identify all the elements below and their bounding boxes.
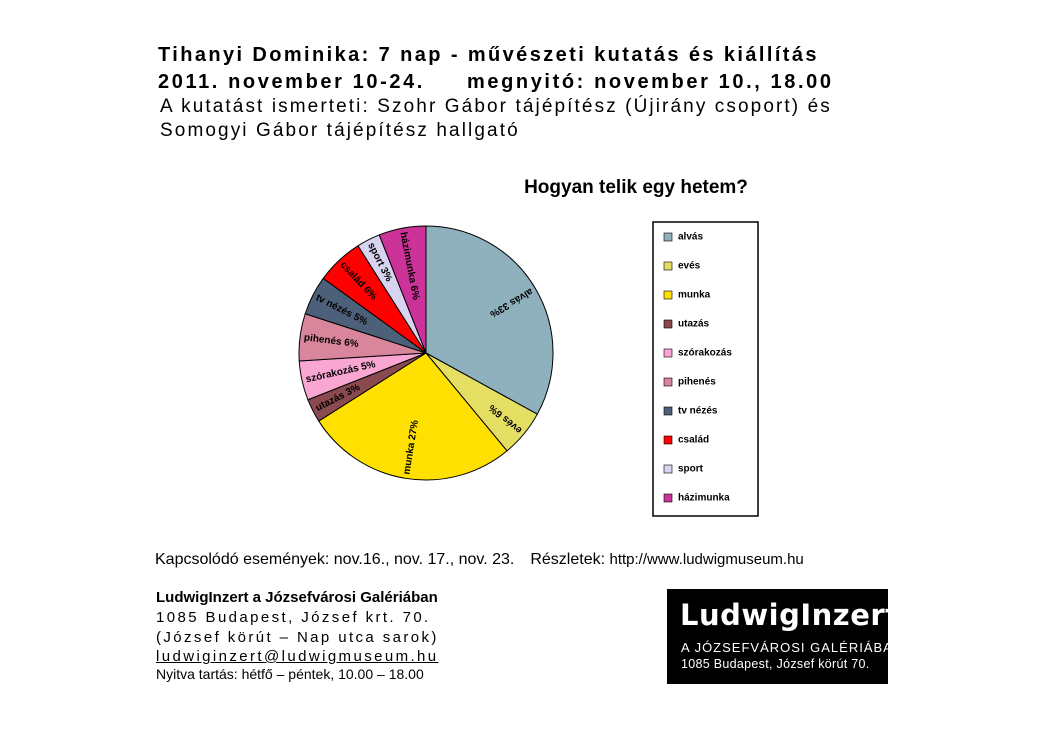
logo-title: LudwigInzert [680, 598, 900, 632]
legend-label-1: evés [678, 261, 701, 272]
venue-address: 1085 Budapest, József krt. 70. [156, 609, 431, 626]
pie-slice-2 [318, 352, 508, 481]
legend-label-7: család [678, 435, 709, 446]
legend-label-4: szórakozás [678, 348, 732, 359]
details-label: Részletek: [530, 551, 606, 568]
pie-slice-9 [378, 225, 427, 354]
pie-slices [298, 225, 554, 481]
presenter-line: A kutatást ismerteti: Szohr Gábor tájépí… [160, 96, 832, 117]
legend-swatch-8 [663, 464, 673, 474]
opening-hours: Nyitva tartás: hétfő – péntek, 10.00 – 1… [156, 666, 424, 682]
legend-swatch-6 [663, 406, 673, 416]
legend-label-9: házimunka [678, 493, 730, 504]
dates-line: 2011. november 10-24. megnyitó: november … [158, 71, 1046, 94]
legend-swatch-9 [663, 493, 673, 503]
logo-subtitle: A JÓZSEFVÁROSI GALÉRIÁBAN [681, 640, 904, 655]
legend-swatch-3 [663, 319, 673, 329]
chart-title: Hogyan telik egy hetem? [524, 177, 748, 198]
legend-label-6: tv nézés [678, 406, 718, 417]
legend-swatch-1 [663, 261, 673, 271]
legend-label-8: sport [678, 464, 704, 475]
legend-label-2: munka [678, 290, 711, 301]
title-line: Tihanyi Dominika: 7 nap - művészeti kuta… [158, 44, 819, 66]
ludwiginzert-logo: LudwigInzert A JÓZSEFVÁROSI GALÉRIÁBAN 1… [667, 589, 902, 684]
related-events: Kapcsolódó események: nov.16., nov. 17.,… [155, 551, 804, 569]
venue-name: LudwigInzert a Józsefvárosi Galériában [156, 589, 438, 606]
museum-link[interactable]: http://www.ludwigmuseum.hu [609, 551, 804, 568]
legend-swatch-7 [663, 435, 673, 445]
legend-swatch-0 [663, 232, 673, 242]
legend-label-5: pihenés [678, 377, 716, 388]
venue-corner: (József körút – Nap utca sarok) [156, 629, 439, 646]
legend: alvás evés munka utazás szórakozás pihenés tv … [663, 232, 732, 504]
legend-swatch-2 [663, 290, 673, 300]
legend-label-3: utazás [678, 319, 710, 330]
pie-slice-0 [425, 225, 554, 415]
legend-swatch-4 [663, 348, 673, 358]
venue-email-link[interactable]: ludwiginzert@ludwigmuseum.hu [156, 648, 439, 665]
opening-time: megnyitó: november 10., 18.00 [466, 71, 834, 93]
events-text: Kapcsolódó események: nov.16., nov. 17.,… [155, 551, 515, 568]
exhibition-dates: 2011. november 10-24. [158, 71, 425, 93]
presenter-line-2: Somogyi Gábor tájépítész hallgató [160, 120, 520, 141]
logo-address: 1085 Budapest, József körút 70. [681, 657, 870, 671]
legend-label-0: alvás [678, 232, 703, 243]
legend-swatch-5 [663, 377, 673, 387]
